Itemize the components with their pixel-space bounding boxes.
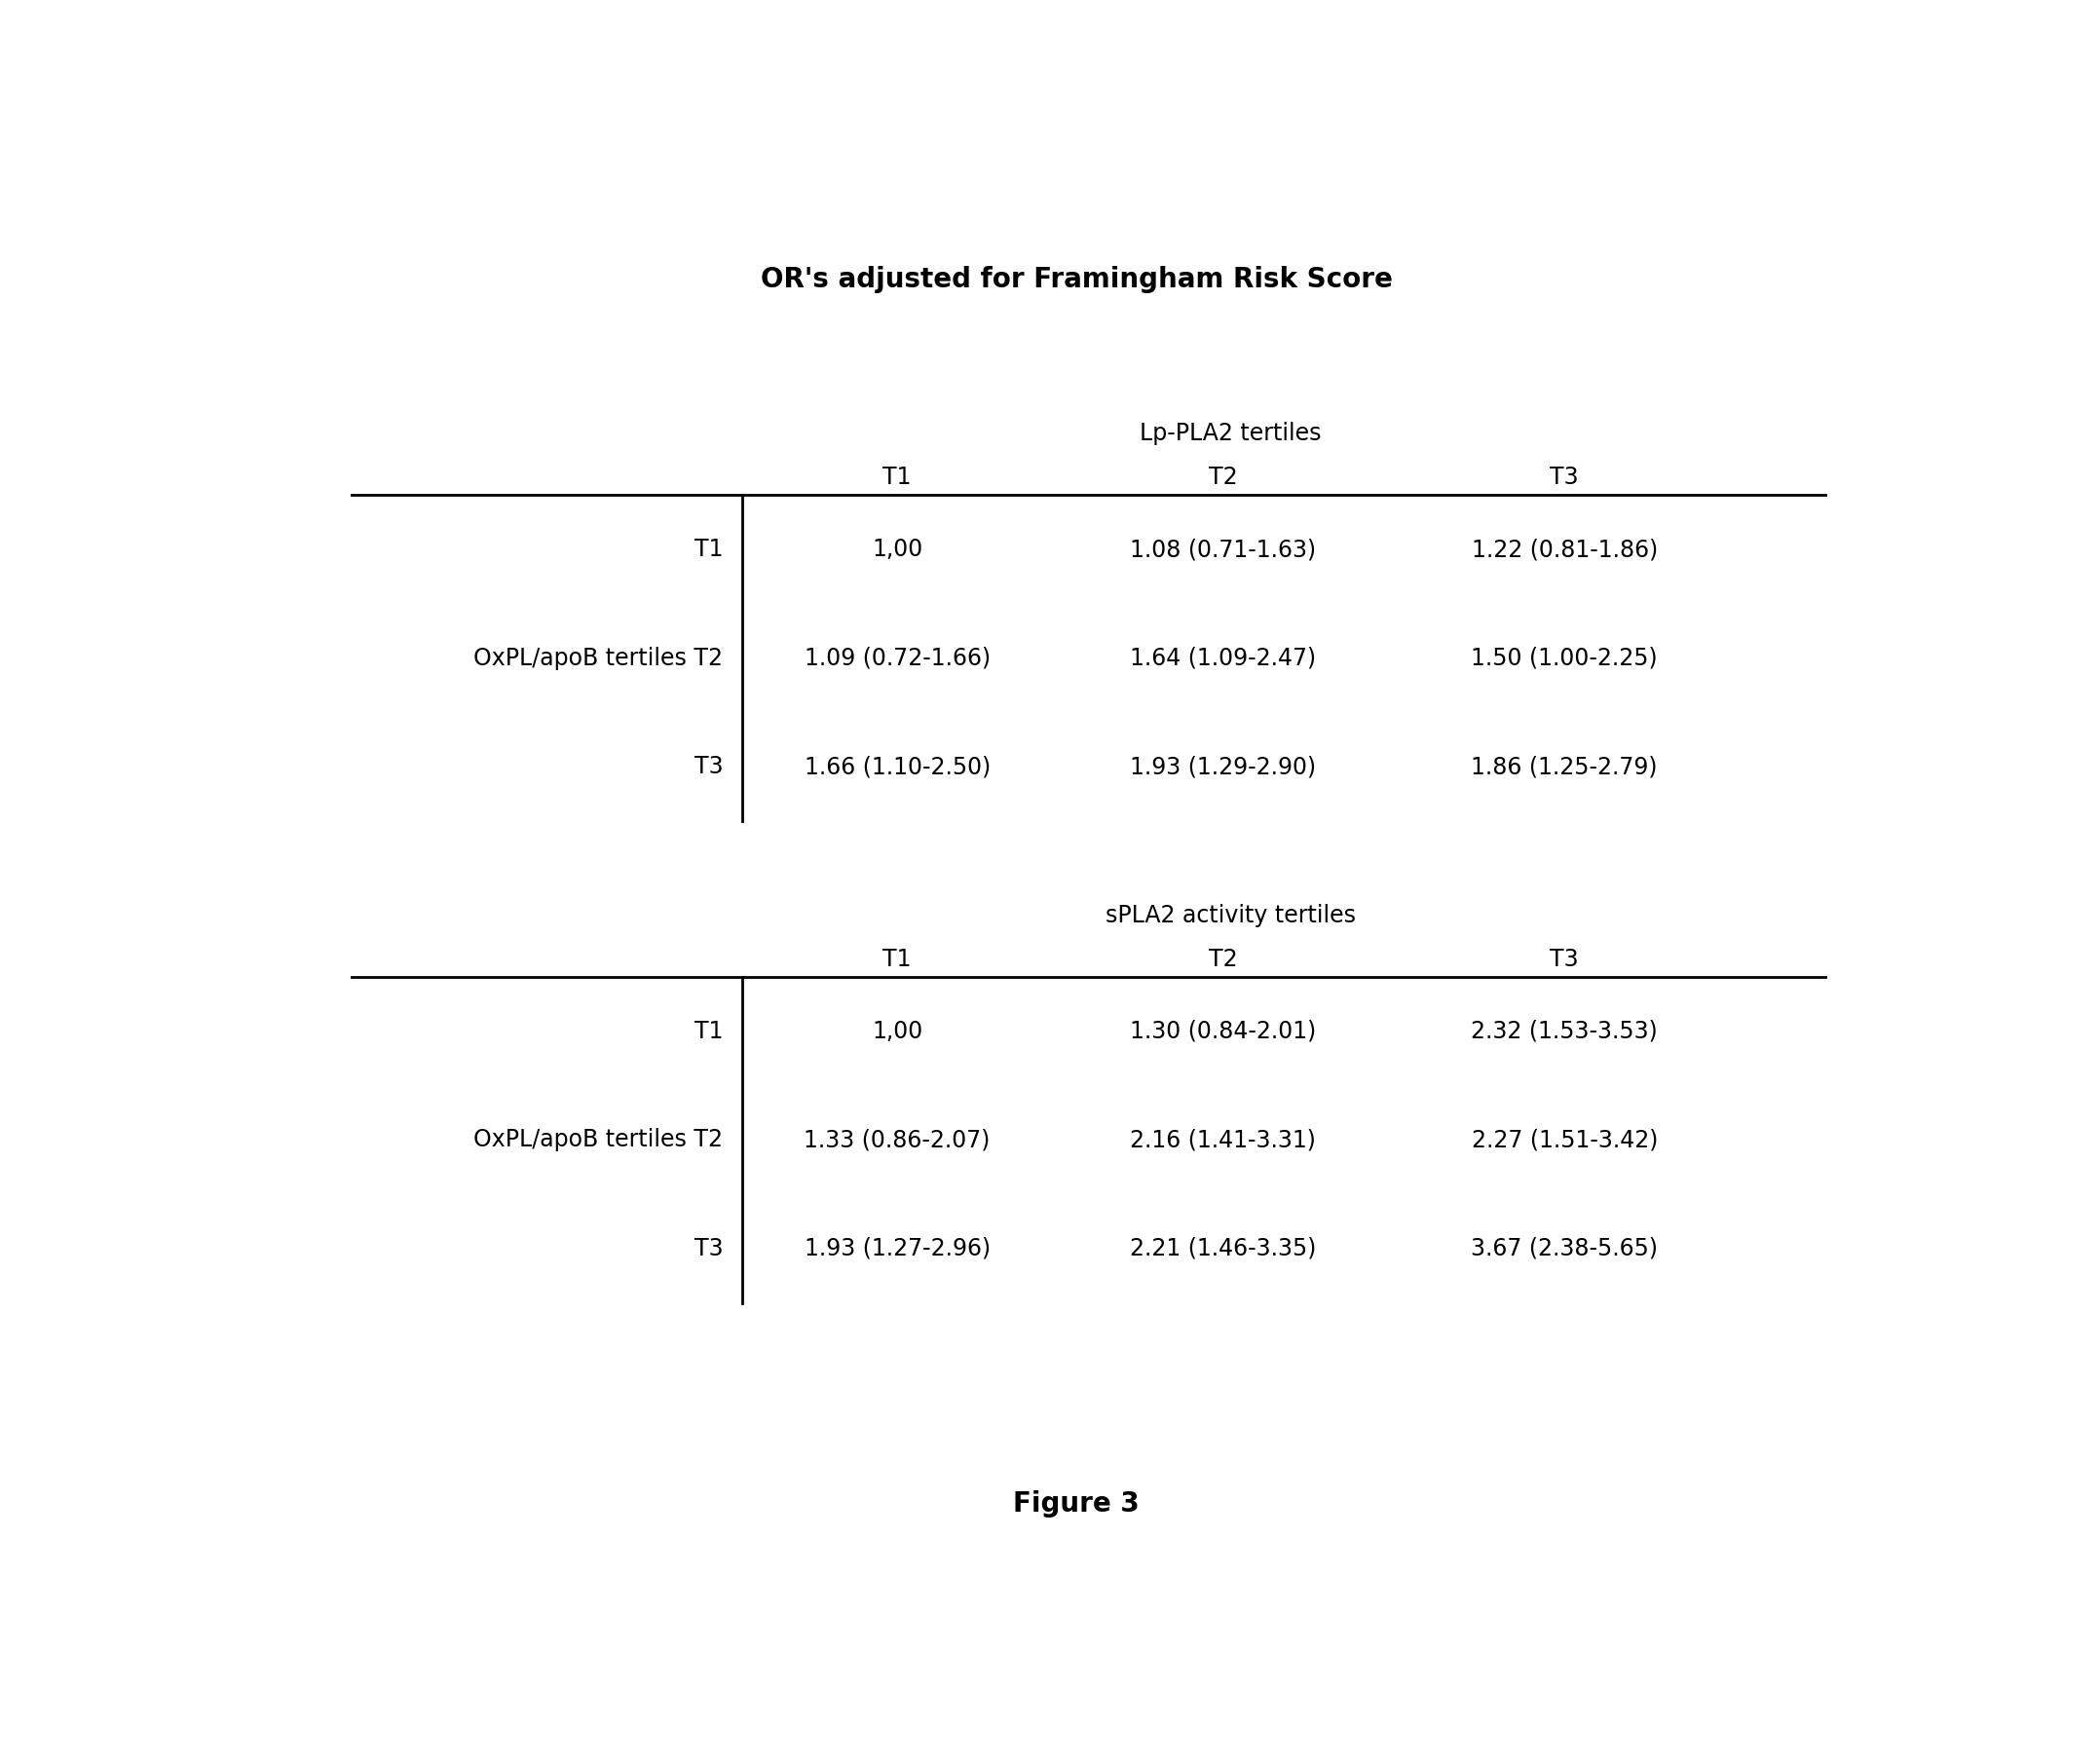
Text: T2: T2	[1207, 947, 1237, 971]
Text: T3: T3	[1550, 947, 1579, 971]
Text: T1: T1	[882, 947, 911, 971]
Text: Lp-PLA2 tertiles: Lp-PLA2 tertiles	[1140, 421, 1321, 446]
Text: 1.33 (0.86-2.07): 1.33 (0.86-2.07)	[804, 1128, 991, 1151]
Text: T3: T3	[695, 755, 722, 779]
Text: 2.16 (1.41-3.31): 2.16 (1.41-3.31)	[1130, 1128, 1317, 1151]
Text: T2: T2	[1207, 465, 1237, 488]
Text: T1: T1	[882, 465, 911, 488]
Text: 1.66 (1.10-2.50): 1.66 (1.10-2.50)	[804, 755, 991, 779]
Text: OxPL/apoB tertiles T2: OxPL/apoB tertiles T2	[475, 647, 722, 670]
Text: 1,00: 1,00	[872, 538, 922, 561]
Text: 1.08 (0.71-1.63): 1.08 (0.71-1.63)	[1130, 538, 1317, 561]
Text: 1.50 (1.00-2.25): 1.50 (1.00-2.25)	[1472, 647, 1657, 670]
Text: 1.09 (0.72-1.66): 1.09 (0.72-1.66)	[804, 647, 991, 670]
Text: 1.64 (1.09-2.47): 1.64 (1.09-2.47)	[1130, 647, 1317, 670]
Text: 1.30 (0.84-2.01): 1.30 (0.84-2.01)	[1130, 1019, 1317, 1044]
Text: 2.32 (1.53-3.53): 2.32 (1.53-3.53)	[1472, 1019, 1657, 1044]
Text: T3: T3	[1550, 465, 1579, 488]
Text: 1.93 (1.27-2.96): 1.93 (1.27-2.96)	[804, 1238, 991, 1261]
Text: 1.93 (1.29-2.90): 1.93 (1.29-2.90)	[1130, 755, 1317, 779]
Text: Figure 3: Figure 3	[1012, 1490, 1140, 1518]
Text: 1.22 (0.81-1.86): 1.22 (0.81-1.86)	[1472, 538, 1657, 561]
Text: T1: T1	[695, 1019, 722, 1044]
Text: 1.86 (1.25-2.79): 1.86 (1.25-2.79)	[1472, 755, 1657, 779]
Text: 2.27 (1.51-3.42): 2.27 (1.51-3.42)	[1472, 1128, 1657, 1151]
Text: 2.21 (1.46-3.35): 2.21 (1.46-3.35)	[1130, 1238, 1317, 1261]
Text: 1,00: 1,00	[872, 1019, 922, 1044]
Text: T3: T3	[695, 1238, 722, 1261]
Text: OR's adjusted for Framingham Risk Score: OR's adjusted for Framingham Risk Score	[760, 266, 1392, 293]
Text: OxPL/apoB tertiles T2: OxPL/apoB tertiles T2	[475, 1128, 722, 1151]
Text: T1: T1	[695, 538, 722, 561]
Text: 3.67 (2.38-5.65): 3.67 (2.38-5.65)	[1470, 1238, 1659, 1261]
Text: sPLA2 activity tertiles: sPLA2 activity tertiles	[1107, 904, 1357, 927]
